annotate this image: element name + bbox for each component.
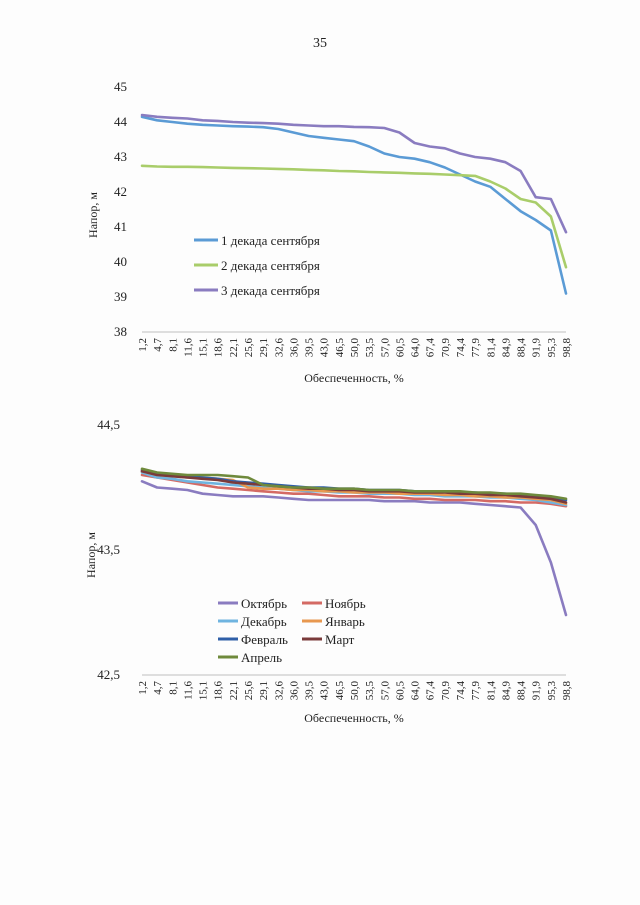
x-tick-label: 18,6: [213, 681, 225, 701]
x-tick-label: 22,1: [228, 338, 240, 357]
y-tick-label: 41: [114, 219, 127, 234]
x-tick-label: 98,8: [561, 338, 573, 358]
y-tick-label: 43: [114, 149, 127, 164]
x-tick-label: 8,1: [167, 338, 179, 352]
x-tick-label: 1,2: [137, 681, 149, 695]
x-tick-label: 15,1: [198, 681, 210, 700]
x-tick-label: 95,3: [546, 681, 558, 701]
x-tick-label: 95,3: [546, 338, 558, 358]
x-tick-label: 22,1: [228, 681, 240, 700]
series-line: [140, 115, 568, 295]
legend-label: Ноябрь: [325, 596, 366, 611]
x-tick-label: 81,4: [485, 338, 497, 358]
x-tick-label: 15,1: [198, 338, 210, 357]
legend-label: 1 декада сентября: [221, 233, 320, 248]
legend-label: Январь: [325, 614, 365, 629]
y-tick-label: 42,5: [97, 667, 120, 682]
x-tick-label: 60,5: [394, 338, 406, 358]
x-tick-label: 39,5: [304, 338, 316, 358]
x-tick-label: 57,0: [379, 681, 391, 701]
x-tick-label: 8,1: [167, 681, 179, 695]
x-tick-label: 29,1: [258, 681, 270, 700]
legend-label: 3 декада сентября: [221, 283, 320, 298]
x-tick-label: 84,9: [500, 681, 512, 701]
x-axis-title: Обеспеченность, %: [304, 711, 404, 725]
x-tick-label: 67,4: [425, 338, 437, 358]
series-line: [140, 467, 568, 501]
x-tick-label: 91,9: [531, 681, 543, 701]
x-tick-label: 74,4: [455, 338, 467, 358]
y-tick-label: 44: [114, 114, 128, 129]
x-tick-label: 88,4: [516, 338, 528, 358]
x-tick-label: 77,9: [470, 338, 482, 358]
x-tick-label: 77,9: [470, 681, 482, 701]
x-tick-label: 64,0: [410, 681, 422, 701]
series-line: [140, 473, 568, 508]
series-line: [140, 164, 568, 269]
x-tick-label: 4,7: [152, 338, 164, 352]
x-tick-label: 53,5: [364, 681, 376, 701]
x-tick-label: 84,9: [500, 338, 512, 358]
x-tick-label: 43,0: [319, 681, 331, 701]
x-tick-label: 53,5: [364, 338, 376, 358]
x-tick-label: 50,0: [349, 338, 361, 358]
x-tick-label: 46,5: [334, 681, 346, 701]
x-tick-label: 46,5: [334, 338, 346, 358]
y-tick-label: 39: [114, 289, 127, 304]
legend-label: Февраль: [241, 632, 288, 647]
x-tick-label: 25,6: [243, 681, 255, 701]
x-tick-label: 88,4: [516, 681, 528, 701]
y-axis-title: Напор, м: [86, 192, 100, 238]
x-tick-label: 70,9: [440, 338, 452, 358]
legend-label: Октябрь: [241, 596, 287, 611]
x-tick-label: 57,0: [379, 338, 391, 358]
x-tick-label: 25,6: [243, 338, 255, 358]
x-tick-label: 36,0: [288, 338, 300, 358]
page-number: 35: [313, 36, 327, 51]
legend-label: Март: [325, 632, 355, 647]
y-tick-label: 38: [114, 324, 127, 339]
x-tick-label: 4,7: [152, 681, 164, 695]
x-tick-label: 64,0: [410, 338, 422, 358]
x-tick-label: 32,6: [273, 338, 285, 358]
y-tick-label: 45: [114, 79, 127, 94]
x-tick-label: 50,0: [349, 681, 361, 701]
x-tick-label: 39,5: [304, 681, 316, 701]
y-tick-label: 43,5: [97, 542, 120, 557]
y-tick-label: 40: [114, 254, 127, 269]
x-axis-title: Обеспеченность, %: [304, 371, 404, 385]
x-tick-label: 70,9: [440, 681, 452, 701]
x-tick-label: 81,4: [485, 681, 497, 701]
y-tick-label: 44,5: [97, 417, 120, 432]
x-tick-label: 36,0: [288, 681, 300, 701]
series-line: [140, 113, 568, 234]
legend-label: Декабрь: [241, 614, 287, 629]
x-tick-label: 29,1: [258, 338, 270, 357]
x-tick-label: 91,9: [531, 338, 543, 358]
legend-label: Апрель: [241, 650, 282, 665]
x-tick-label: 32,6: [273, 681, 285, 701]
x-tick-label: 11,6: [182, 338, 194, 357]
series-line: [140, 479, 568, 617]
x-tick-label: 18,6: [213, 338, 225, 358]
y-tick-label: 42: [114, 184, 127, 199]
x-tick-label: 60,5: [394, 681, 406, 701]
x-tick-label: 11,6: [182, 681, 194, 700]
x-tick-label: 98,8: [561, 681, 573, 701]
x-tick-label: 1,2: [137, 338, 149, 352]
x-tick-label: 74,4: [455, 681, 467, 701]
x-tick-label: 43,0: [319, 338, 331, 358]
y-axis-title: Напор, м: [84, 532, 98, 578]
x-tick-label: 67,4: [425, 681, 437, 701]
legend-label: 2 декада сентября: [221, 258, 320, 273]
